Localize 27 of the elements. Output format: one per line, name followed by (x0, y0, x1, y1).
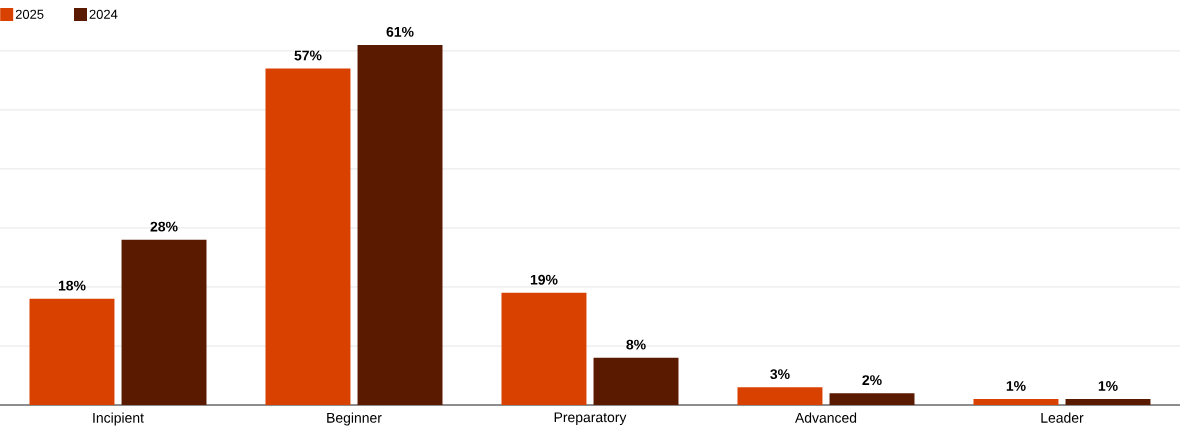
bar (593, 357, 679, 405)
bar (501, 292, 587, 405)
data-label: 18% (58, 280, 86, 291)
bar (265, 68, 351, 405)
x-tick-label: Preparatory (554, 412, 627, 426)
legend-label: 2025 (15, 9, 44, 19)
data-label: 61% (386, 26, 414, 37)
bar (737, 387, 823, 405)
data-label: 2% (862, 375, 882, 385)
legend-label: 2024 (89, 9, 118, 19)
bar (1065, 399, 1151, 405)
data-label: 1% (1098, 381, 1118, 391)
data-label: 3% (770, 369, 790, 380)
x-tick-label: Leader (1041, 412, 1084, 423)
data-label: 8% (626, 339, 646, 350)
data-label: 19% (530, 274, 558, 285)
x-tick-label: Beginner (327, 412, 382, 426)
data-label: 28% (150, 221, 178, 232)
data-label: 1% (1006, 381, 1026, 391)
bar (121, 239, 207, 405)
bar (973, 399, 1059, 405)
bar (29, 298, 115, 405)
data-label: 57% (294, 50, 322, 61)
bar (357, 45, 443, 405)
x-tick-label: Advanced (795, 412, 857, 423)
bar (829, 393, 915, 405)
x-tick-label: Incipient (93, 412, 144, 426)
